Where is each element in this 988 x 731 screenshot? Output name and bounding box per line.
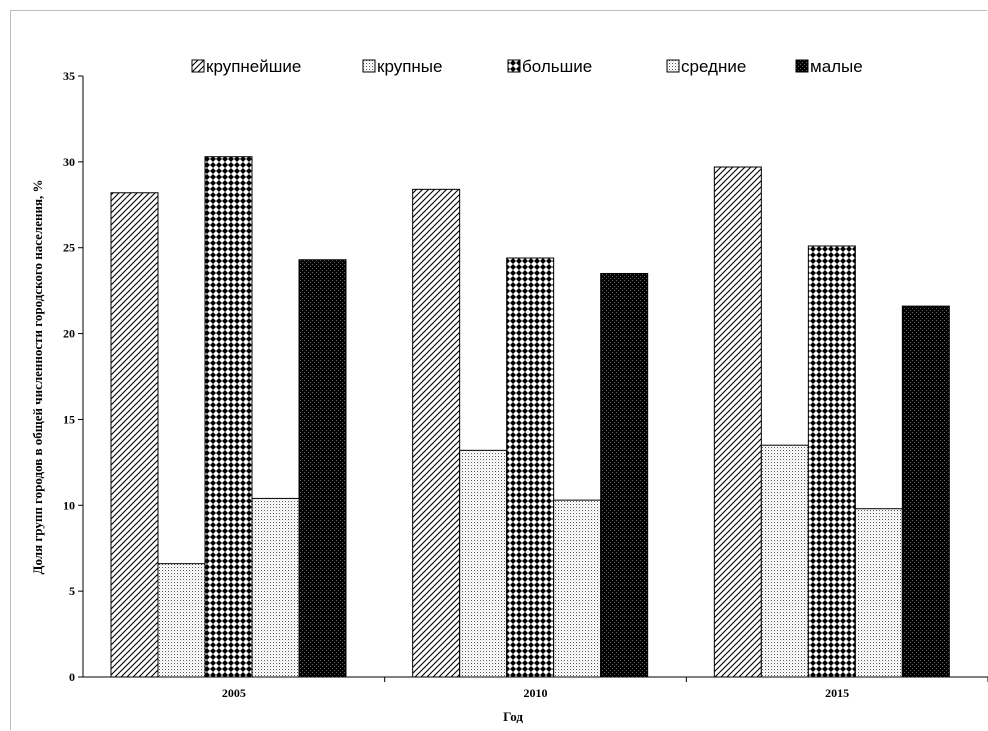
y-tick-label: 30 [63, 155, 75, 169]
x-axis-title: Год [503, 709, 523, 724]
bar-0-2005 [110, 192, 159, 678]
legend-label: средние [681, 57, 746, 76]
legend-label: крупнейшие [206, 57, 301, 76]
legend-label: крупные [377, 57, 442, 76]
chart-frame [10, 10, 987, 730]
y-ticks: 0 5 10 15 20 25 30 35 [63, 69, 83, 684]
bar-4-2005 [298, 259, 347, 678]
bar-3-2005 [251, 497, 300, 678]
bar-0-2015 [713, 166, 762, 678]
y-tick-label: 5 [69, 584, 75, 598]
bar-1-2010 [459, 449, 508, 678]
bar-4-2010 [600, 272, 649, 678]
y-tick-label: 15 [63, 412, 75, 426]
legend-label: малые [810, 57, 863, 76]
legend-swatch [191, 59, 205, 73]
bar-0-2010 [412, 188, 461, 678]
x-ticks: 2005 2010 2015 [222, 677, 988, 700]
legend: крупнейшие крупные большие средние малые [191, 57, 863, 76]
y-axis-title: Доля групп городов в общей численности г… [30, 180, 45, 575]
y-tick-label: 20 [63, 327, 75, 341]
legend-swatch [795, 59, 809, 73]
y-tick-label: 10 [63, 498, 75, 512]
y-tick-label: 35 [63, 69, 75, 83]
legend-swatch [666, 59, 680, 73]
bars [110, 156, 950, 678]
bar-2-2010 [506, 257, 555, 678]
bar-3-2015 [854, 508, 903, 678]
x-tick-label: 2005 [222, 686, 246, 700]
bar-2-2005 [204, 156, 253, 678]
bar-3-2010 [553, 499, 602, 678]
bar-2-2015 [807, 245, 856, 678]
y-tick-label: 25 [63, 241, 75, 255]
y-tick-label: 0 [69, 670, 75, 684]
bar-4-2015 [901, 305, 950, 678]
legend-label: большие [522, 57, 592, 76]
bar-1-2005 [157, 563, 206, 678]
legend-swatch [362, 59, 376, 73]
legend-swatch [507, 59, 521, 73]
x-tick-label: 2015 [825, 686, 849, 700]
x-tick-label: 2010 [524, 686, 548, 700]
bar-1-2015 [760, 444, 809, 678]
